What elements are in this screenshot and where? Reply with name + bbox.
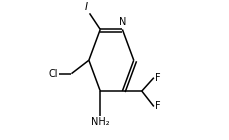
Text: F: F [155,102,160,111]
Text: Cl: Cl [48,69,58,79]
Text: I: I [85,2,88,12]
Text: NH₂: NH₂ [90,117,109,127]
Text: N: N [118,17,125,27]
Text: F: F [155,73,160,83]
